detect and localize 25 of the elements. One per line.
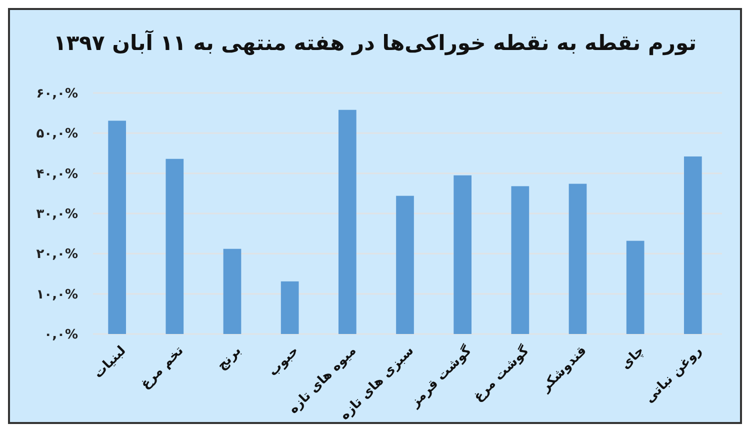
bar bbox=[338, 110, 356, 334]
bar bbox=[223, 248, 242, 334]
chart-title: تورم نقطه به نقطه خوراکی‌ها در هفته منتهی به ۱۱ آبان ۱۳۹۷ bbox=[54, 29, 696, 56]
y-tick-label: ۰,۰% bbox=[44, 328, 78, 343]
bar bbox=[626, 240, 644, 334]
y-tick-label: ۲۰,۰% bbox=[36, 247, 78, 262]
y-tick-label: ۴۰,۰% bbox=[36, 166, 78, 182]
bar bbox=[396, 196, 414, 334]
bar bbox=[108, 120, 126, 334]
y-tick-label: ۳۰,۰% bbox=[36, 207, 78, 222]
x-tick-label: حبوب bbox=[266, 343, 302, 380]
y-tick-label: ۵۰,۰% bbox=[36, 126, 78, 142]
x-tick-label: برنج bbox=[214, 343, 244, 374]
bar bbox=[280, 281, 299, 334]
x-tick-label: تخم مرغ bbox=[138, 343, 187, 392]
bar bbox=[511, 186, 530, 334]
x-tick-label: قندوشکر bbox=[538, 343, 590, 396]
bar bbox=[166, 158, 184, 334]
y-tick-label: ۶۰,۰% bbox=[36, 86, 78, 102]
x-tick-label: لبنیات bbox=[91, 343, 130, 382]
bar bbox=[684, 156, 702, 334]
bar bbox=[568, 184, 587, 334]
x-tick-label: گوشت مرغ bbox=[470, 342, 533, 405]
bar bbox=[454, 175, 472, 334]
y-tick-label: ۱۰,۰% bbox=[36, 287, 78, 302]
